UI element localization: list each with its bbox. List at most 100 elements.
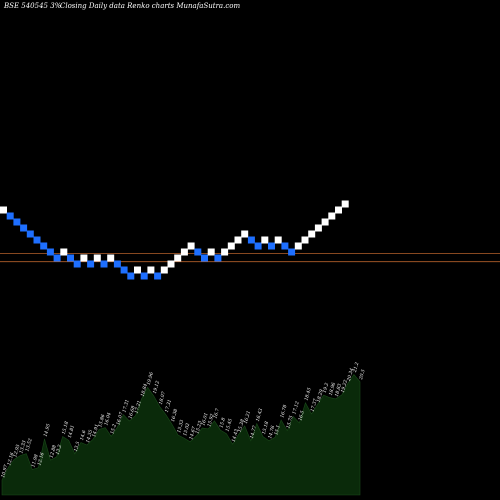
volume-label: 14.6 xyxy=(79,430,87,442)
renko-brick xyxy=(294,242,302,250)
renko-brick xyxy=(194,248,202,256)
volume-label: 18.29 xyxy=(316,389,325,403)
volume-label: 14.91 xyxy=(91,423,100,437)
renko-brick xyxy=(308,230,316,238)
volume-label: 15.02 xyxy=(182,422,191,436)
renko-brick xyxy=(247,236,255,244)
volume-label: 20.5 xyxy=(358,369,367,381)
volume-label: 15.38 xyxy=(237,419,246,433)
renko-brick xyxy=(321,218,329,226)
renko-brick xyxy=(241,230,249,238)
renko-brick xyxy=(335,206,342,214)
volume-label: 16.7 xyxy=(213,408,221,420)
volume-label: 15.45 xyxy=(225,418,234,432)
volume-label: 15.92 xyxy=(206,413,215,427)
volume-label: 16.78 xyxy=(279,404,288,418)
renko-brick xyxy=(147,266,155,274)
volume-label: 17.12 xyxy=(291,401,300,415)
volume-label: 16.43 xyxy=(255,408,264,422)
volume-label: 15.18 xyxy=(61,421,70,435)
renko-brick xyxy=(154,272,162,280)
renko-brick xyxy=(100,260,108,268)
volume-label: 15.8 xyxy=(219,417,227,429)
renko-brick xyxy=(227,242,235,250)
renko-brick xyxy=(0,206,7,214)
volume-labels: 10.9712.1612.9513.3313.5211.9812.1614.95… xyxy=(0,362,366,479)
renko-brick xyxy=(174,254,182,262)
renko-bricks xyxy=(0,200,349,280)
renko-brick xyxy=(341,200,349,208)
volume-label: 15.18 xyxy=(261,421,270,435)
volume-label: 16.01 xyxy=(200,412,209,426)
renko-brick xyxy=(13,218,21,226)
volume-label: 11.98 xyxy=(30,454,39,468)
renko-brick xyxy=(261,236,269,244)
volume-label: 19.2 xyxy=(322,382,330,394)
renko-brick xyxy=(80,254,88,262)
renko-brick xyxy=(120,266,128,274)
renko-brick xyxy=(33,236,41,244)
volume-label: 14.43 xyxy=(231,428,240,442)
volume-label: 15.23 xyxy=(194,420,203,434)
volume-label: 18.07 xyxy=(158,391,167,405)
renko-brick xyxy=(67,254,74,262)
chart-subtitle: Closing Daily data Renko charts MunafaSu… xyxy=(60,2,240,10)
renko-brick xyxy=(46,248,54,256)
renko-brick xyxy=(268,242,275,250)
volume-label: 16.38 xyxy=(170,408,179,422)
renko-brick xyxy=(180,248,188,256)
volume-label: 15.33 xyxy=(176,419,185,433)
volume-label: 19.22 xyxy=(340,379,349,393)
renko-brick xyxy=(328,212,336,220)
renko-brick xyxy=(314,224,322,232)
volume-label: 14.95 xyxy=(43,423,52,437)
renko-brick xyxy=(274,236,282,244)
renko-brick xyxy=(73,260,81,268)
renko-brick xyxy=(60,248,68,256)
volume-label: 16.68 xyxy=(128,405,137,419)
volume-label: 14.67 xyxy=(188,426,197,440)
volume-label: 20.34 xyxy=(346,367,355,382)
volume-label: 18.83 xyxy=(334,383,343,397)
volume-label: 18.84 xyxy=(140,383,149,397)
volume-area xyxy=(1,374,361,496)
volume-label: 12.88 xyxy=(49,444,58,458)
renko-brick xyxy=(234,236,242,244)
renko-brick xyxy=(6,212,14,220)
volume-label: 18.96 xyxy=(328,382,337,396)
renko-brick xyxy=(254,242,262,250)
volume-label: 15.1 xyxy=(273,424,281,436)
renko-brick xyxy=(134,266,141,274)
volume-label: 13.2 xyxy=(55,444,63,456)
volume-label: 12.16 xyxy=(37,452,46,466)
volume-label: 15.86 xyxy=(97,414,106,428)
volume-label: 16.5 xyxy=(297,410,305,422)
renko-brick xyxy=(221,248,229,256)
volume-label: 18.45 xyxy=(304,387,313,401)
volume-label: 14.81 xyxy=(67,424,76,438)
renko-brick xyxy=(40,242,48,250)
renko-brick xyxy=(301,236,309,244)
volume-label: 17.21 xyxy=(134,400,143,414)
volume-label: 12.16 xyxy=(6,452,15,466)
renko-brick xyxy=(87,260,95,268)
volume-label: 17.37 xyxy=(310,398,319,412)
renko-brick xyxy=(214,254,222,262)
renko-brick xyxy=(20,224,28,232)
renko-brick xyxy=(53,254,61,262)
volume-label: 16.07 xyxy=(115,411,124,425)
renko-brick xyxy=(201,254,208,262)
volume-label: 17.31 xyxy=(164,399,173,413)
volume-label: 17.31 xyxy=(122,399,131,413)
chart-symbol: BSE 540545 3% xyxy=(3,2,62,10)
volume-label: 14.35 xyxy=(85,429,94,443)
renko-brick xyxy=(107,254,115,262)
volume-label: 14.76 xyxy=(267,425,276,439)
renko-brick xyxy=(281,242,289,250)
renko-brick xyxy=(127,272,135,280)
renko-brick xyxy=(113,260,121,268)
volume-label: 21.2 xyxy=(352,362,361,374)
volume-label: 10.97 xyxy=(0,464,9,478)
volume-label: 13.52 xyxy=(24,438,33,452)
